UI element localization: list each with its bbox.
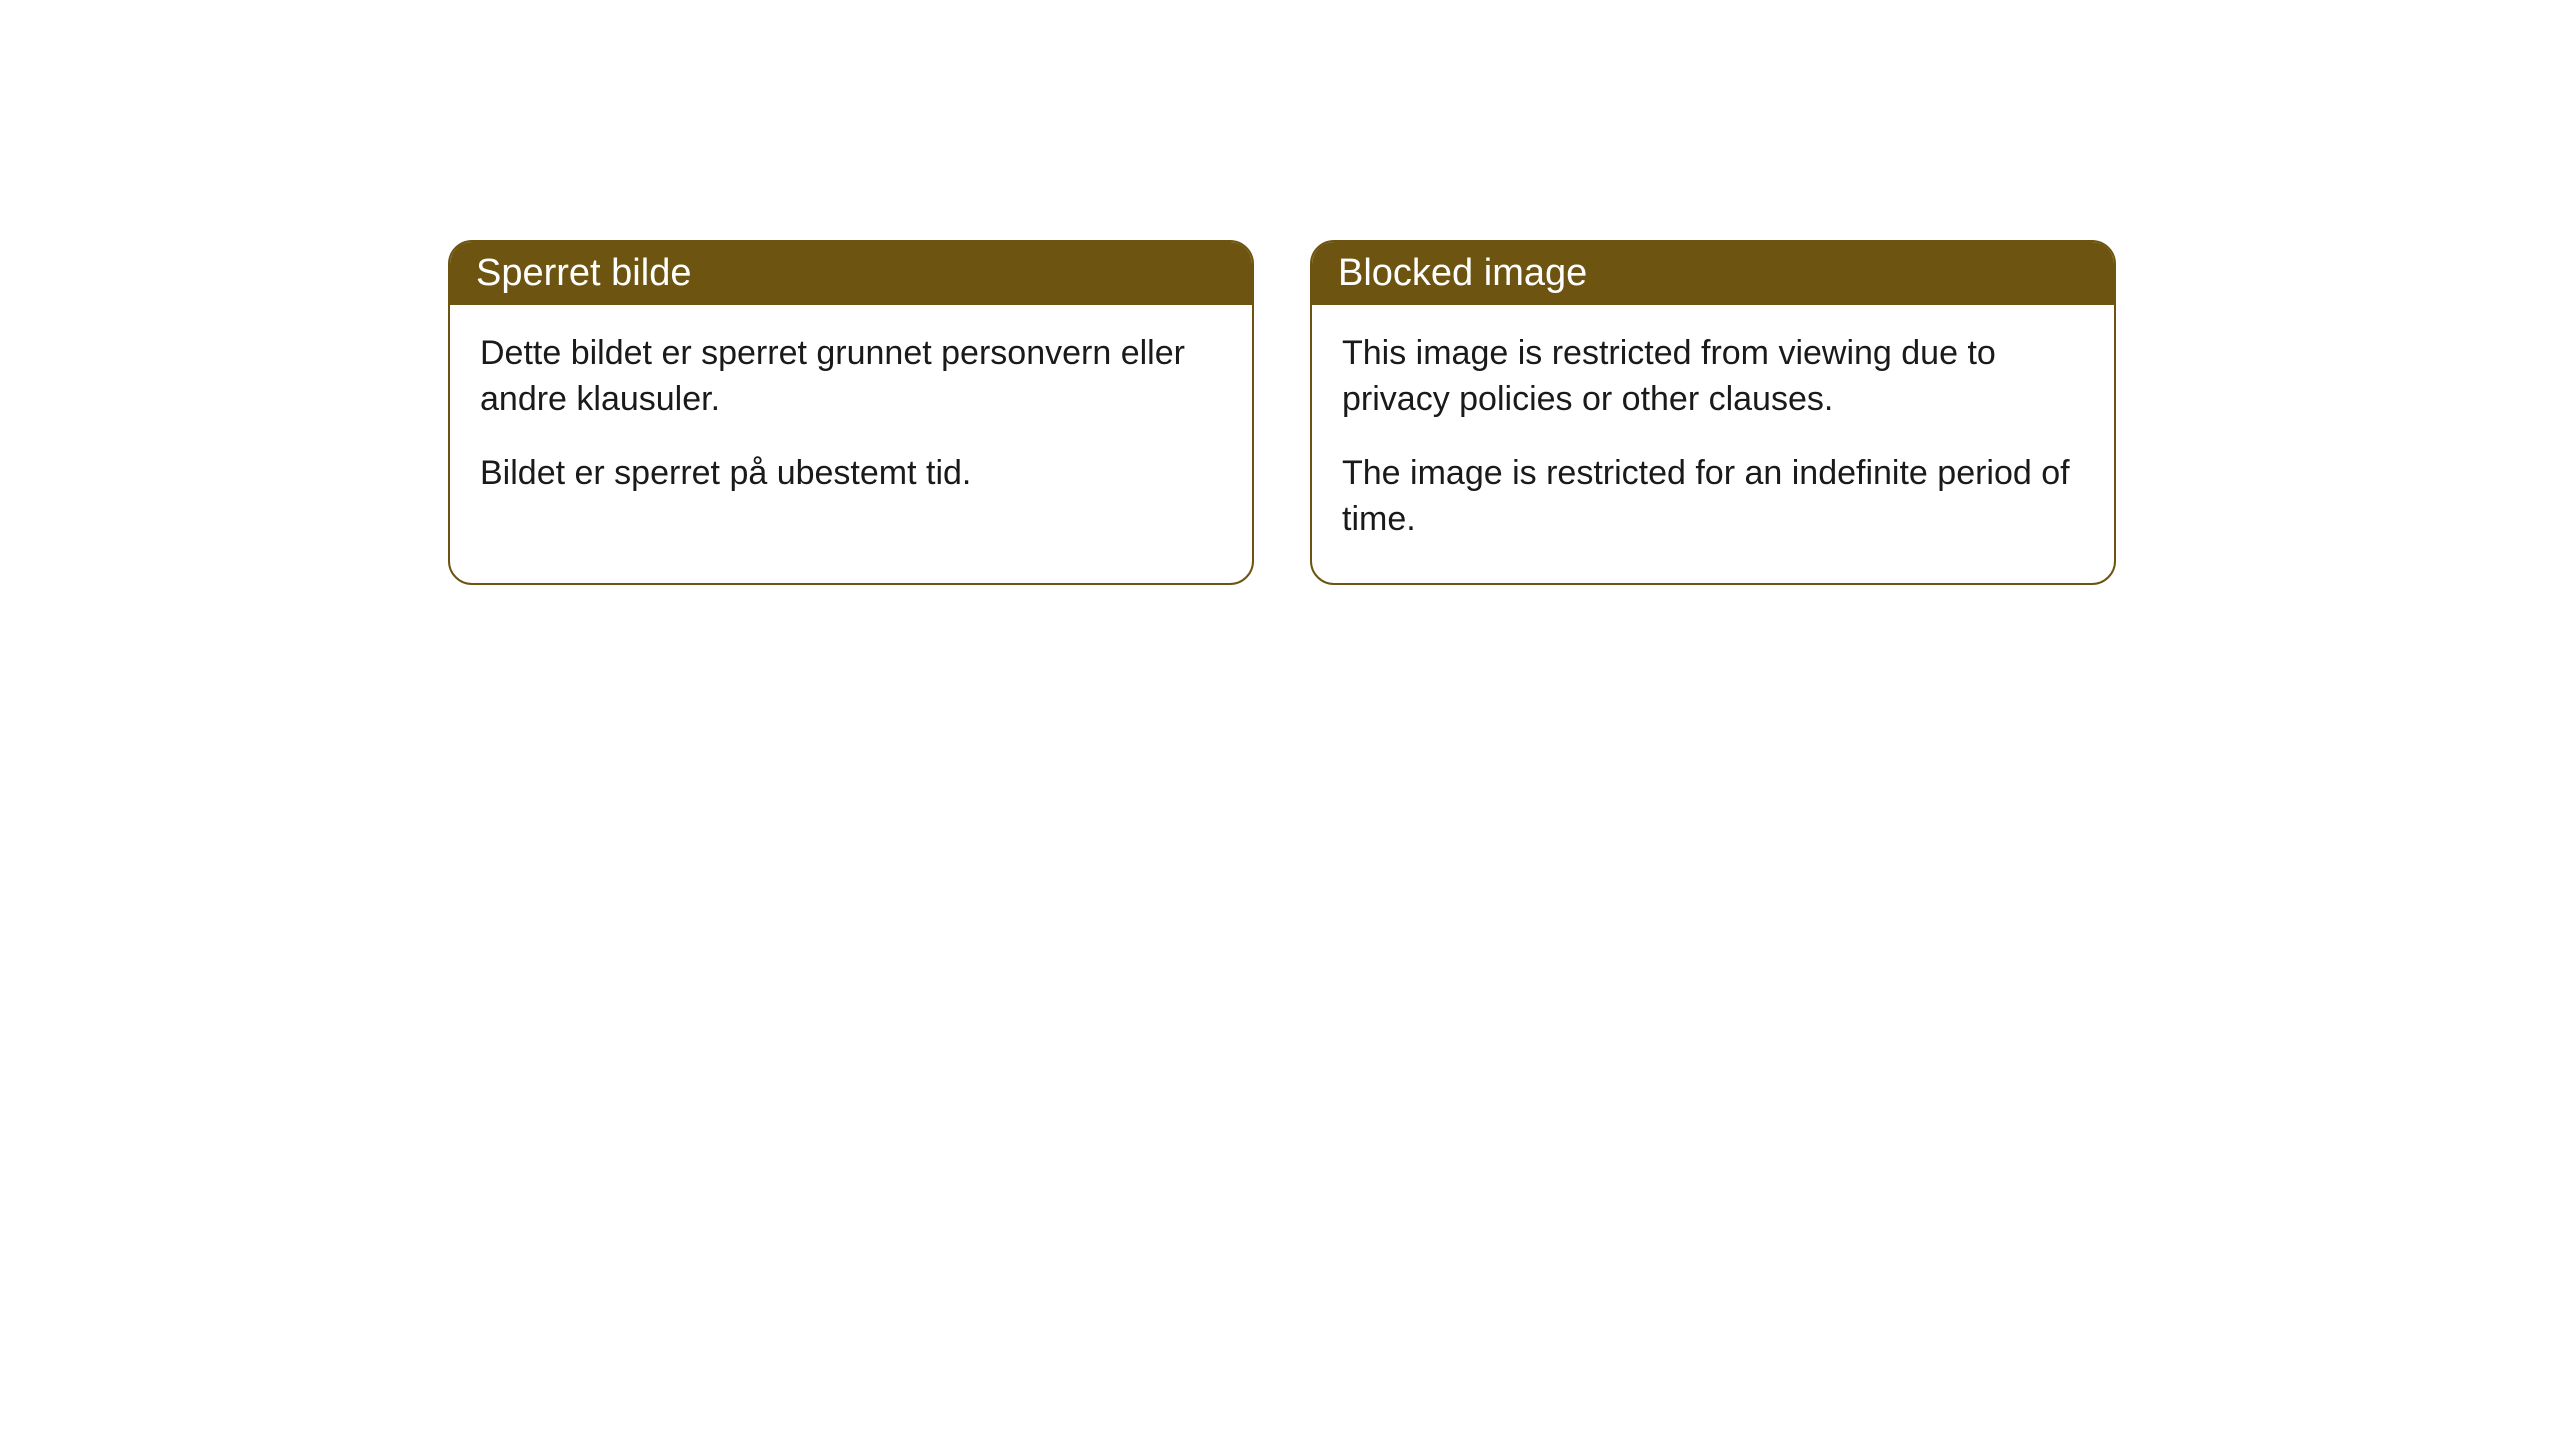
card-title: Sperret bilde (476, 252, 691, 294)
card-header: Sperret bilde (450, 242, 1252, 305)
card-body: Dette bildet er sperret grunnet personve… (450, 305, 1252, 537)
card-paragraph: This image is restricted from viewing du… (1342, 331, 2084, 423)
notice-cards-container: Sperret bilde Dette bildet er sperret gr… (448, 240, 2116, 585)
card-body: This image is restricted from viewing du… (1312, 305, 2114, 583)
card-paragraph: Dette bildet er sperret grunnet personve… (480, 331, 1222, 423)
notice-card-norwegian: Sperret bilde Dette bildet er sperret gr… (448, 240, 1254, 585)
card-paragraph: Bildet er sperret på ubestemt tid. (480, 451, 1222, 497)
notice-card-english: Blocked image This image is restricted f… (1310, 240, 2116, 585)
card-title: Blocked image (1338, 252, 1587, 294)
card-header: Blocked image (1312, 242, 2114, 305)
card-paragraph: The image is restricted for an indefinit… (1342, 451, 2084, 543)
